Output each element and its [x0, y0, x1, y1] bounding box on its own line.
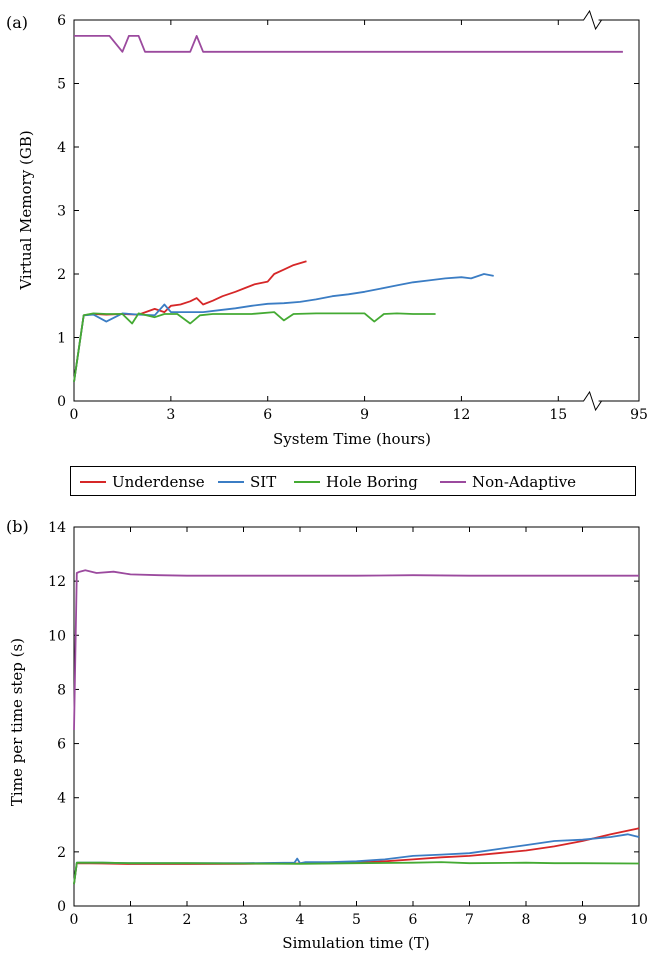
series-line-sit: [73, 273, 494, 383]
series-line-underdense: [73, 260, 307, 383]
y-tick-label: 5: [57, 77, 66, 93]
x-tick-label: 9: [360, 407, 369, 423]
x-tick-label: 8: [522, 912, 531, 928]
x-tick-label: 5: [352, 912, 361, 928]
x-tick-label: 3: [166, 407, 175, 423]
x-tick-label: 4: [296, 912, 305, 928]
x-tick-label: 7: [465, 912, 474, 928]
y-tick-label: 12: [48, 574, 66, 590]
panel-label-a: (a): [6, 13, 28, 32]
x-tick-label: 0: [70, 407, 79, 423]
legend-label-hole-boring: Hole Boring: [326, 473, 418, 491]
x-tick-label: 95: [630, 407, 648, 423]
y-tick-label: 4: [57, 791, 66, 807]
chart-b-time-per-step: (b) Time per time step (s) Simulation ti…: [6, 517, 648, 952]
y-tick-label: 10: [48, 628, 66, 644]
legend-label-non-adaptive: Non-Adaptive: [472, 473, 576, 491]
x-tick-label: 12: [453, 407, 471, 423]
panel-label-b: (b): [6, 517, 29, 536]
x-axis-label-b: Simulation time (T): [282, 934, 429, 952]
series-line-non-adaptive: [74, 35, 623, 53]
y-tick-label: 0: [57, 899, 66, 915]
chart-a-memory: (a) Virtual Memory (GB) System Time (hou…: [6, 9, 648, 448]
y-tick-label: 6: [57, 13, 66, 29]
y-tick-label: 4: [57, 140, 66, 156]
plot-frame: [73, 526, 640, 907]
y-axis-label-a: Virtual Memory (GB): [17, 130, 35, 290]
legend-label-underdense: Underdense: [112, 473, 205, 491]
axis-break-gap: [582, 399, 599, 403]
series-line-non-adaptive: [73, 569, 639, 731]
series-line-underdense: [73, 827, 640, 885]
y-tick-label: 1: [57, 331, 66, 347]
x-tick-label: 0: [70, 912, 79, 928]
y-tick-label: 2: [57, 845, 66, 861]
axis-break-gap: [582, 18, 599, 22]
legend-label-sit: SIT: [250, 473, 276, 491]
y-tick-label: 2: [57, 267, 66, 283]
y-tick-label: 6: [57, 737, 66, 753]
x-tick-label: 6: [409, 912, 418, 928]
y-tick-label: 14: [48, 520, 66, 536]
legend-item-underdense: Underdense: [80, 473, 205, 491]
series-line-sit: [73, 833, 640, 885]
x-axis-label-a: System Time (hours): [273, 430, 431, 448]
series-line-hole-boring: [73, 311, 436, 383]
axis-break-mark: [576, 9, 607, 31]
plot-frame: [73, 19, 640, 402]
legend-item-non-adaptive: Non-Adaptive: [440, 473, 576, 491]
y-tick-label: 8: [57, 682, 66, 698]
y-axis-label-b: Time per time step (s): [8, 638, 26, 806]
x-tick-label: 9: [578, 912, 587, 928]
series-line-hole-boring: [73, 861, 640, 885]
y-tick-label: 0: [57, 394, 66, 410]
y-tick-label: 3: [57, 204, 66, 220]
x-tick-label: 6: [263, 407, 272, 423]
x-tick-label: 3: [239, 912, 248, 928]
legend-item-hole-boring: Hole Boring: [294, 473, 418, 491]
legend-item-sit: SIT: [218, 473, 276, 491]
x-tick-label: 2: [183, 912, 192, 928]
legend: Underdense SIT Hole Boring Non-Adaptive: [70, 466, 636, 496]
x-tick-label: 10: [630, 912, 648, 928]
x-tick-label: 15: [549, 407, 567, 423]
x-tick-label: 1: [126, 912, 135, 928]
axis-break-mark: [576, 390, 607, 412]
